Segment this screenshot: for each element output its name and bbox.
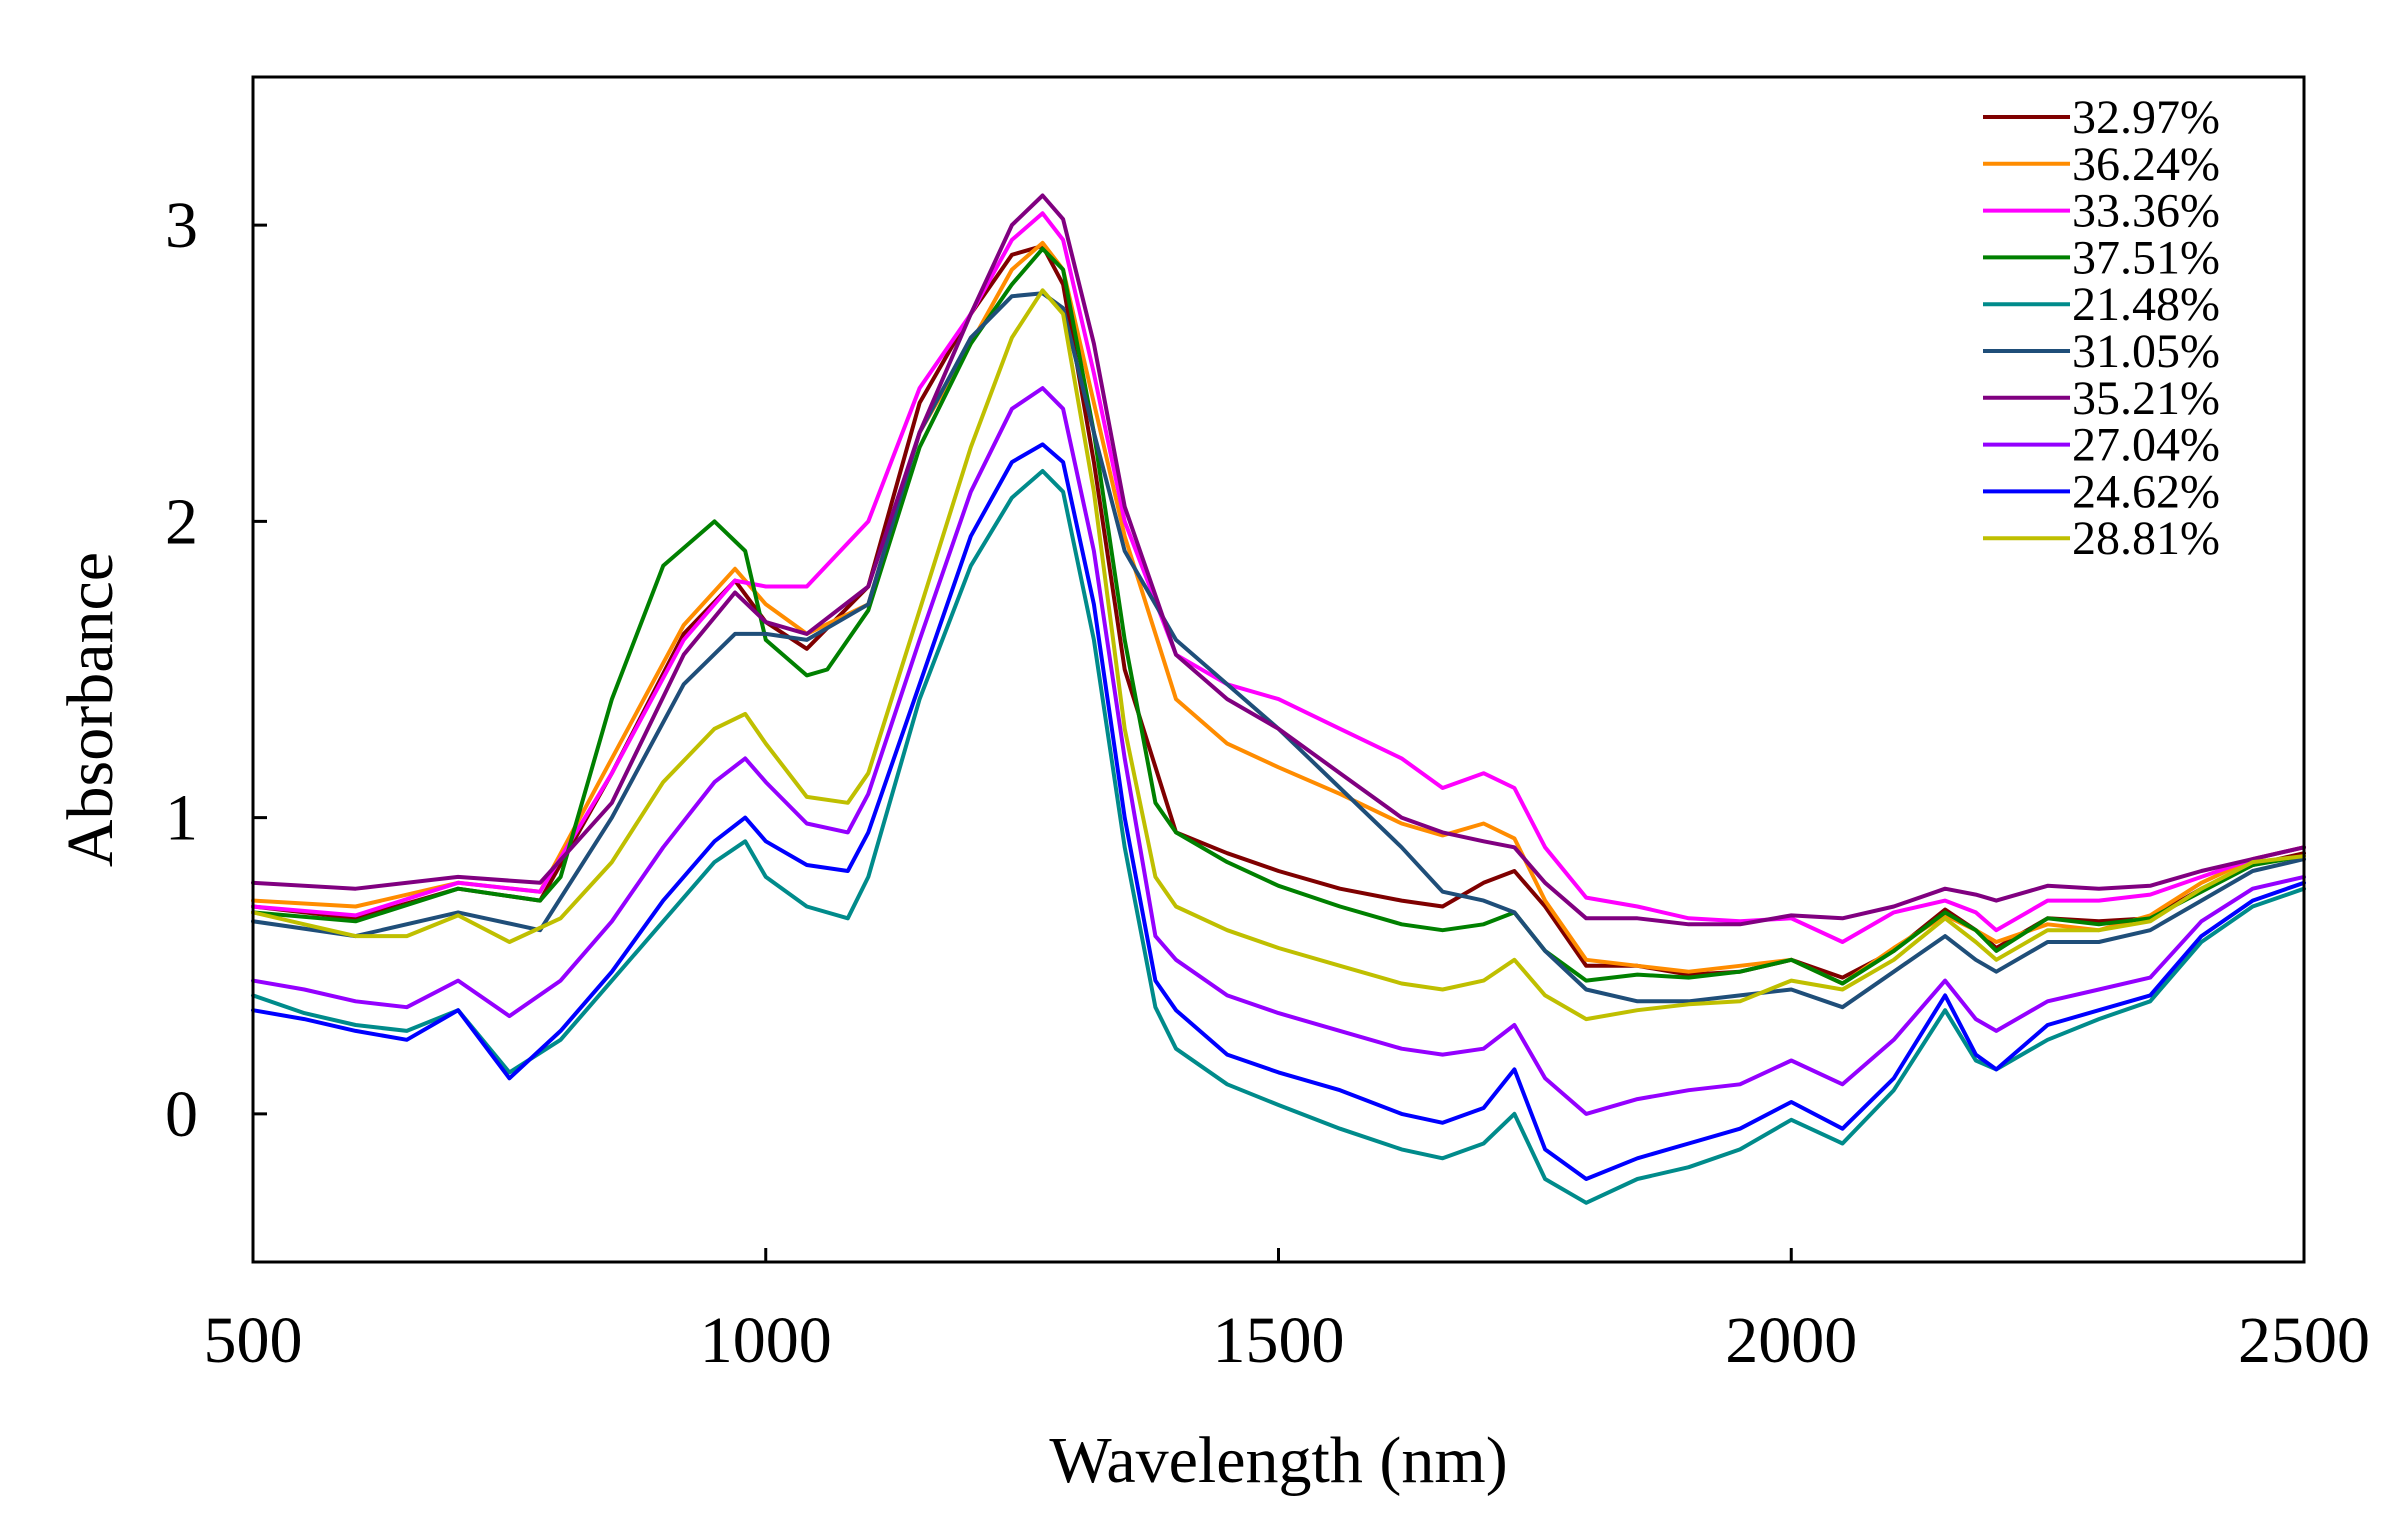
legend-label: 27.04%	[2072, 419, 2220, 472]
y-tick-label: 1	[165, 782, 198, 855]
legend-label: 36.24%	[2072, 138, 2220, 191]
plot-frame	[251, 75, 2306, 1264]
x-tick-label: 2000	[1725, 1304, 1857, 1377]
legend-label: 32.97%	[2072, 91, 2220, 144]
y-tick-label: 3	[165, 189, 198, 262]
legend: 32.97%36.24%33.36%37.51%21.48%31.05%35.2…	[1983, 91, 2220, 565]
series-line-7	[251, 193, 2306, 927]
series-line-10	[251, 288, 2306, 1022]
legend-label: 33.36%	[2072, 185, 2220, 238]
series-line-6	[251, 291, 2306, 1010]
y-axis: 0 1 2 3	[165, 189, 267, 1151]
series-line-8	[251, 386, 2306, 1116]
legend-label: 31.05%	[2072, 325, 2220, 378]
legend-label: 28.81%	[2072, 512, 2220, 565]
series-line-5	[251, 469, 2306, 1205]
y-axis-title: Absorbance	[54, 552, 127, 867]
legend-label: 24.62%	[2072, 465, 2220, 518]
series-line-3	[251, 211, 2306, 944]
y-tick-label: 2	[165, 485, 198, 558]
series-line-1	[251, 243, 2306, 980]
series-lines	[251, 193, 2306, 1205]
legend-label: 35.21%	[2072, 372, 2220, 425]
x-axis-title: Wavelength (nm)	[1049, 1424, 1507, 1497]
x-tick-label: 1000	[700, 1304, 832, 1377]
legend-label: 37.51%	[2072, 231, 2220, 284]
legend-label: 21.48%	[2072, 278, 2220, 331]
x-tick-label: 2500	[2238, 1304, 2370, 1377]
x-axis: 500 1000 1500 2000 2500	[204, 1248, 2370, 1377]
series-line-9	[251, 442, 2306, 1181]
series-line-4	[251, 246, 2306, 986]
y-tick-label: 0	[165, 1078, 198, 1151]
x-tick-label: 1500	[1213, 1304, 1345, 1377]
x-tick-label: 500	[204, 1304, 303, 1377]
